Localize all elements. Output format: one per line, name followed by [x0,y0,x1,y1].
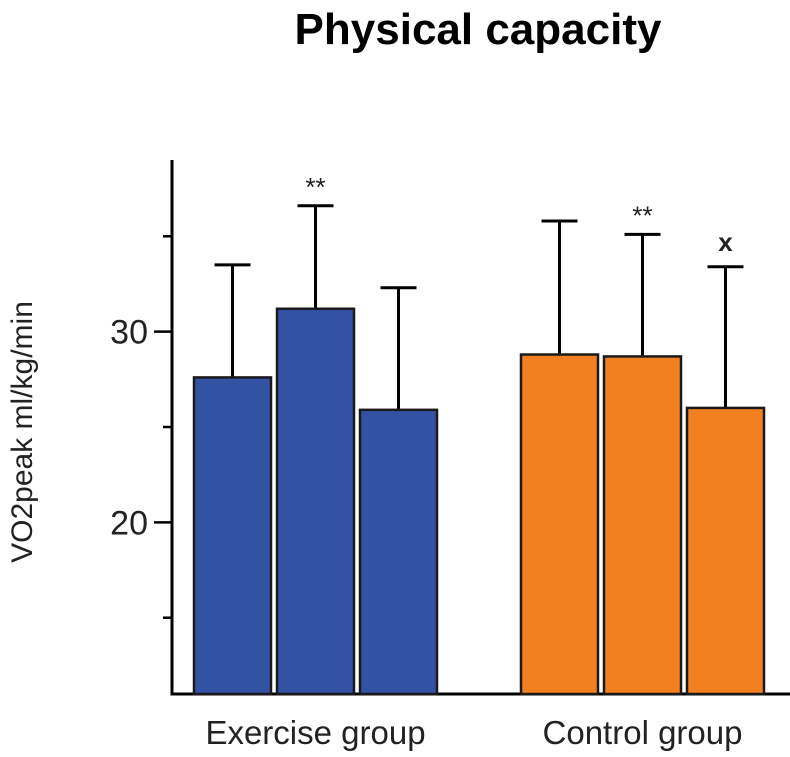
x-category-label: Exercise group [205,714,425,751]
significance-marker: x [718,227,733,257]
significance-marker: ** [305,172,325,202]
chart-title: Physical capacity [295,5,662,54]
bar-1-2 [275,307,356,696]
bar-2-2 [602,355,683,696]
y-tick-label-30: 30 [110,314,148,352]
plot-area: 20 30 ** Exercise group ** x Control group [110,160,790,751]
bar-2-3 [685,406,766,696]
significance-marker: ** [632,200,652,230]
y-tick-label-20: 20 [110,504,148,542]
bar-1-1 [192,376,273,696]
y-axis-label: VO2peak ml/kg/min [6,301,39,563]
y-axis-label-group: VO2peak ml/kg/min [6,301,39,563]
x-category-label: Control group [543,714,743,751]
bar-2-1 [519,353,600,696]
bar-1-3 [358,408,439,696]
